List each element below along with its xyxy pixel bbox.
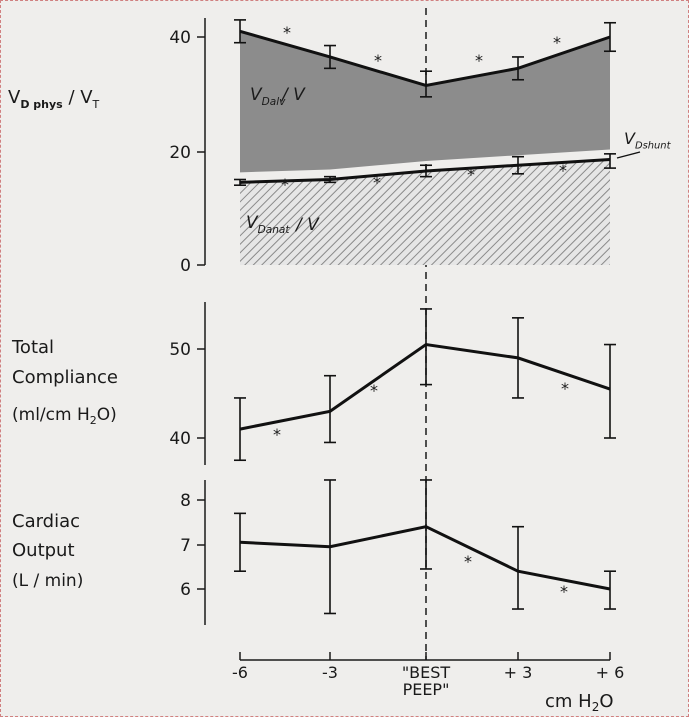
significance-asterisk: *	[467, 165, 475, 184]
x-tick-label: + 3	[504, 663, 533, 682]
series-line-panel-3-1	[239, 525, 611, 591]
vdanat-hatched-area	[240, 159, 610, 265]
y-tick-label: 40	[169, 429, 191, 449]
y-label-cardiac-2: Output	[12, 540, 75, 561]
significance-asterisk: *	[561, 379, 569, 398]
significance-asterisk: *	[553, 33, 561, 52]
significance-asterisk: *	[464, 552, 472, 571]
x-tick-label: -6	[232, 663, 248, 682]
annotation-vdanat-vt: / V	[294, 215, 320, 235]
annotation-vdalv-vt: / V	[280, 85, 306, 105]
x-tick-label: -3	[322, 663, 338, 682]
significance-asterisk: *	[559, 161, 567, 180]
y-label-compliance-2: Compliance	[12, 367, 118, 388]
vdshunt-pointer	[616, 151, 641, 159]
y-tick-label: 8	[180, 491, 191, 511]
series-line-panel-2-1	[239, 342, 611, 431]
y-tick-label: 6	[180, 580, 191, 600]
y-label-cardiac-1: Cardiac	[12, 511, 80, 532]
y-tick-label: 50	[169, 340, 191, 360]
significance-asterisk: *	[370, 381, 378, 400]
y-label-cardiac-3: (L / min)	[12, 571, 83, 591]
vdalv-shaded-area	[240, 31, 610, 173]
annotation-vdshunt: VDshunt	[624, 129, 672, 151]
y-label-vdphys-vt: VD phys / VT	[8, 87, 100, 111]
significance-asterisk: *	[374, 51, 382, 70]
y-tick-label: 0	[180, 256, 191, 276]
x-axis-unit: cm H2O	[545, 691, 614, 714]
x-tick-label: "BEST	[402, 663, 451, 682]
y-label-compliance-1: Total	[11, 337, 54, 358]
y-label-compliance-3: (ml/cm H2O)	[12, 405, 117, 427]
x-tick-label: PEEP"	[403, 680, 450, 699]
significance-asterisk: *	[475, 51, 483, 70]
y-tick-label: 7	[180, 536, 191, 556]
y-tick-label: 20	[169, 143, 191, 163]
y-tick-label: 40	[169, 28, 191, 48]
significance-asterisk: *	[560, 582, 568, 601]
x-tick-label: + 6	[596, 663, 625, 682]
significance-asterisk: *	[273, 425, 281, 444]
significance-asterisk: *	[283, 23, 291, 42]
significance-asterisk: *	[373, 173, 381, 192]
significance-asterisk: *	[281, 175, 289, 194]
